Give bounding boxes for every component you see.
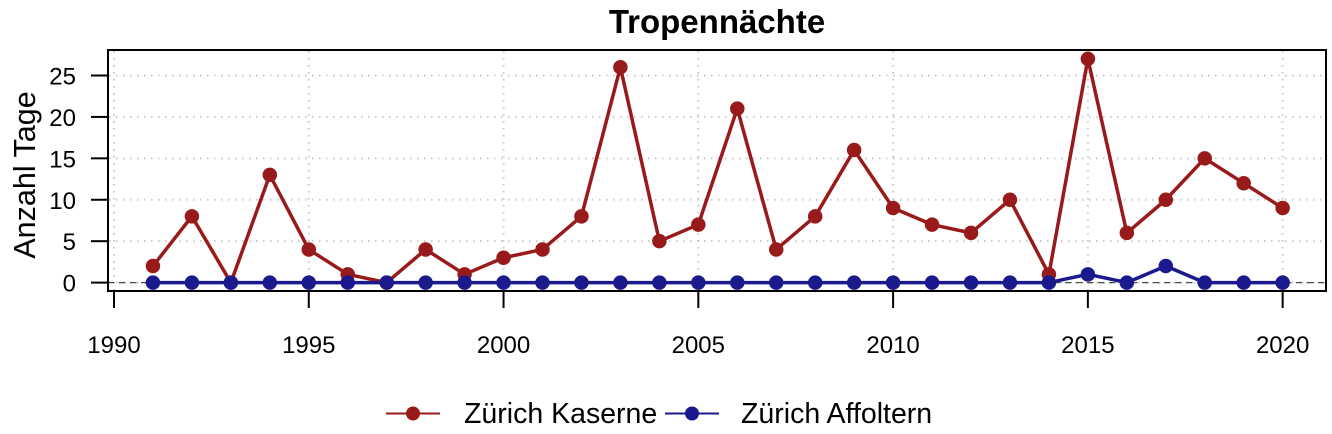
svg-text:2010: 2010 [866, 332, 919, 359]
svg-text:2000: 2000 [477, 332, 530, 359]
svg-text:1990: 1990 [87, 332, 140, 359]
svg-text:2015: 2015 [1061, 332, 1114, 359]
svg-text:Tropennächte: Tropennächte [609, 3, 825, 40]
svg-text:10: 10 [49, 188, 76, 215]
svg-text:2020: 2020 [1256, 332, 1309, 359]
svg-text:0: 0 [63, 271, 76, 298]
svg-text:25: 25 [49, 64, 76, 91]
svg-text:Zürich Affoltern: Zürich Affoltern [741, 398, 932, 429]
svg-text:20: 20 [49, 105, 76, 132]
svg-text:15: 15 [49, 146, 76, 173]
svg-text:2005: 2005 [672, 332, 725, 359]
svg-text:Anzahl Tage: Anzahl Tage [8, 91, 42, 258]
svg-text:1995: 1995 [282, 332, 335, 359]
svg-text:Zürich Kaserne: Zürich Kaserne [464, 398, 657, 429]
svg-text:5: 5 [63, 229, 76, 256]
